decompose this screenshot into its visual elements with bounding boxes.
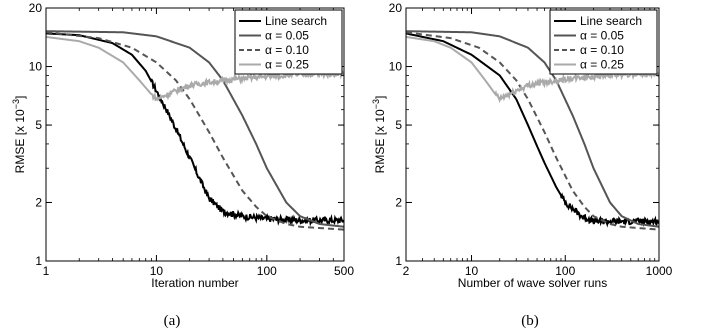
- x-axis-label: Number of wave solver runs: [458, 276, 607, 290]
- legend-label: α = 0.05: [580, 29, 624, 43]
- plot-frame: [45, 7, 345, 262]
- x-tick-label: 1000: [646, 264, 673, 278]
- y-tick-label: 20: [29, 1, 43, 15]
- y-tick-label: 2: [395, 195, 402, 209]
- x-tick-label: 100: [257, 264, 277, 278]
- y-axis-label: RMSE [x 10−3]: [371, 96, 387, 174]
- legend-label: α = 0.10: [265, 43, 309, 57]
- x-tick-label: 100: [555, 264, 575, 278]
- legend-label: Line search: [580, 14, 642, 28]
- series-line-1: [46, 32, 344, 227]
- y-tick-label: 1: [35, 254, 42, 268]
- legend-label: α = 0.25: [580, 58, 624, 72]
- series-line-2: [46, 30, 344, 228]
- legend-label: α = 0.05: [265, 29, 309, 43]
- y-tick-label: 20: [389, 1, 403, 15]
- x-tick-label: 500: [334, 264, 354, 278]
- x-tick-label: 1: [43, 264, 50, 278]
- y-tick-label: 1: [395, 254, 402, 268]
- y-tick-label: 2: [35, 195, 42, 209]
- chart-panel-1: 1 10 100 500 1 2 5 10 20 Iteration number RMSE [x …: [11, 1, 354, 329]
- y-tick-label: 10: [389, 60, 403, 74]
- legend-label: Line search: [265, 14, 327, 28]
- y-tick-label: 10: [29, 60, 43, 74]
- series-line-4: [406, 35, 659, 104]
- y-tick-label: 5: [35, 118, 42, 132]
- x-tick-label: 2: [403, 264, 410, 278]
- legend-label: α = 0.25: [265, 58, 309, 72]
- y-tick-label: 5: [395, 118, 402, 132]
- series-line-3: [406, 31, 659, 231]
- series-group: [406, 30, 659, 231]
- x-tick-label: 10: [150, 264, 164, 278]
- panel-caption: (b): [521, 313, 539, 329]
- y-axis-label: RMSE [x 10−3]: [11, 96, 27, 174]
- x-tick-label: 10: [465, 264, 479, 278]
- x-axis-label: Iteration number: [151, 276, 238, 290]
- series-line-1: [406, 32, 659, 228]
- legend-label: α = 0.10: [580, 43, 624, 57]
- panel-caption: (a): [164, 313, 181, 329]
- series-line-2: [406, 30, 659, 228]
- plot-frame: [405, 7, 660, 262]
